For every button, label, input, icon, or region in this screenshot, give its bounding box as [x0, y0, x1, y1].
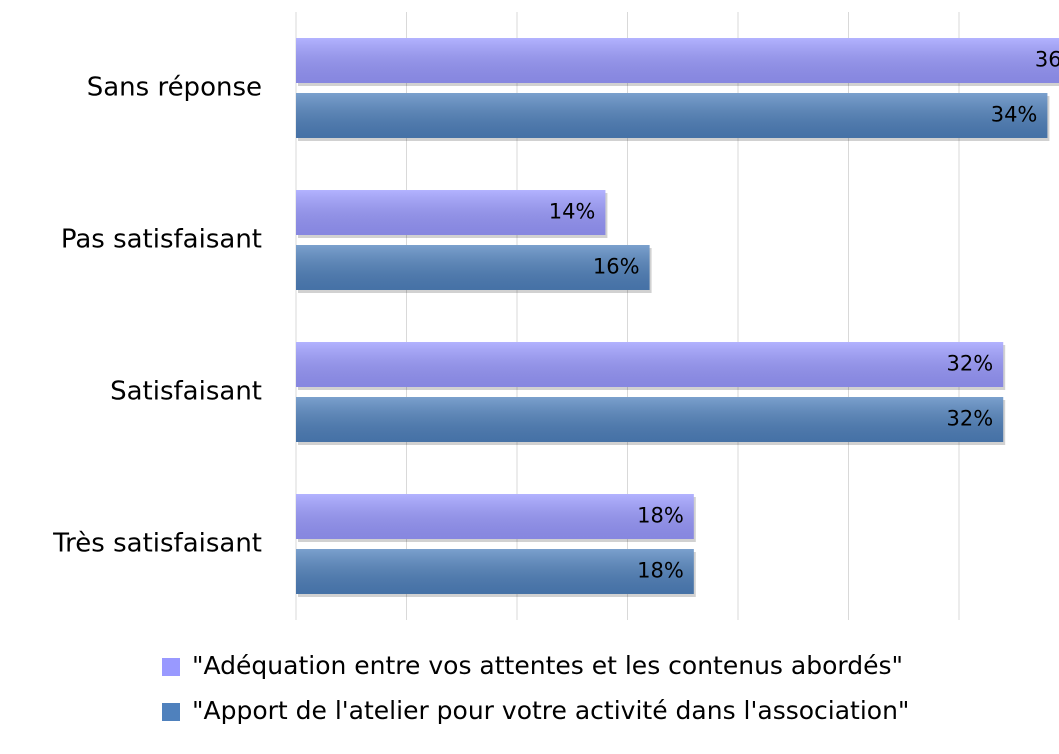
bar-shade [296, 38, 1059, 83]
category-label: Pas satisfaisant [61, 225, 262, 255]
legend-swatch [162, 703, 180, 721]
legend-label: "Adéquation entre vos attentes et les co… [192, 651, 903, 680]
bar-shade [296, 549, 694, 594]
bar-shade [296, 245, 650, 290]
category-label: Sans réponse [87, 73, 262, 103]
category-label: Satisfaisant [110, 377, 262, 407]
legend-label: "Apport de l'atelier pour votre activité… [192, 696, 909, 725]
bar-shade [296, 93, 1048, 138]
value-label: 18% [637, 504, 684, 528]
value-label: 18% [637, 559, 684, 583]
value-label: 36% [1035, 48, 1059, 72]
legend-swatch [162, 658, 180, 676]
value-label: 14% [549, 200, 596, 224]
value-label: 32% [947, 407, 994, 431]
value-label: 34% [991, 103, 1038, 127]
category-label: Très satisfaisant [52, 529, 262, 559]
bar-shade [296, 397, 1004, 442]
value-label: 16% [593, 255, 640, 279]
bar-shade [296, 190, 606, 235]
bar-shade [296, 494, 694, 539]
bar-shade [296, 342, 1004, 387]
value-label: 32% [947, 352, 994, 376]
